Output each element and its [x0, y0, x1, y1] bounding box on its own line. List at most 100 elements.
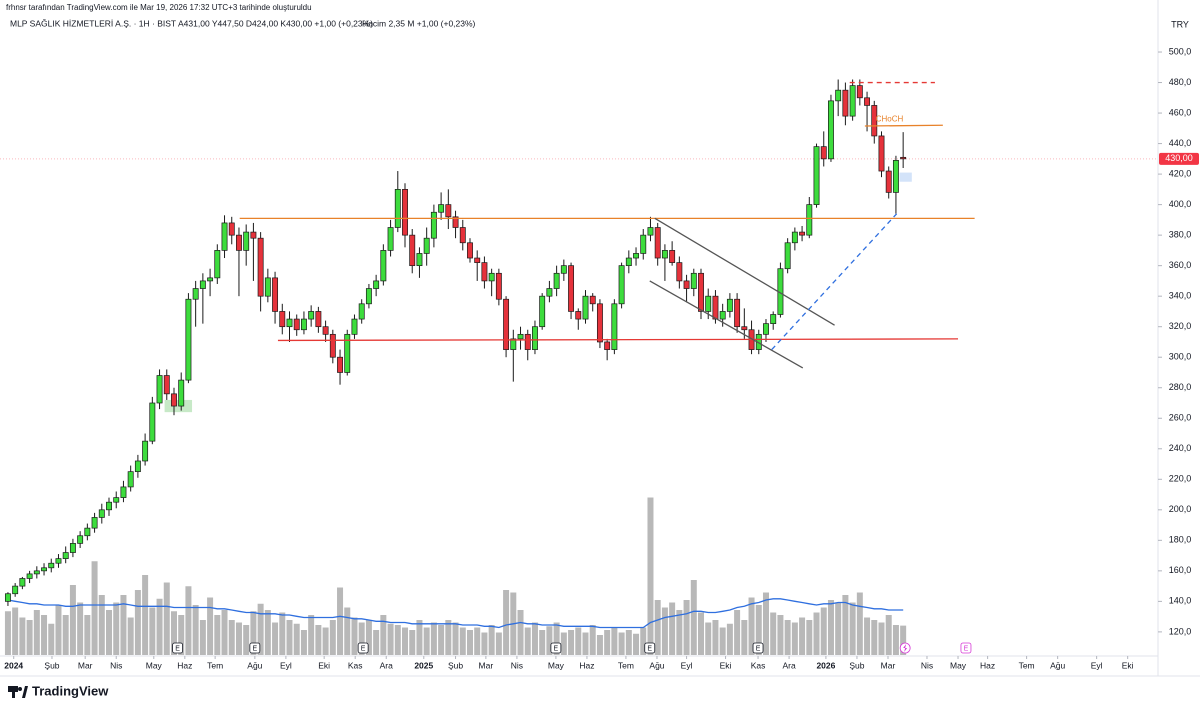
volume-bar	[12, 607, 19, 655]
volume-bar	[214, 615, 221, 655]
volume-bar	[394, 625, 401, 655]
volume-bar	[373, 630, 380, 655]
volume-bar	[351, 617, 358, 655]
candle-body	[467, 242, 473, 259]
x-tick-label: May	[548, 660, 565, 670]
volume-bar	[762, 592, 769, 655]
x-tick-label: 2026	[816, 660, 835, 670]
x-tick-label: Ağu	[1050, 660, 1065, 670]
volume-bar	[864, 617, 871, 655]
volume-bar	[387, 623, 394, 655]
volume-bar	[358, 622, 365, 655]
candle-body	[171, 393, 177, 407]
y-tick-label: 220,0	[1169, 474, 1192, 484]
volume-bar	[106, 610, 113, 655]
y-tick-label: 160,0	[1169, 565, 1192, 575]
candle-body	[791, 231, 798, 244]
volume-bar	[402, 627, 409, 655]
volume-bar	[589, 625, 596, 655]
candle-body	[445, 204, 452, 218]
candle-body	[763, 323, 769, 335]
candle-body	[351, 318, 358, 335]
volume-bar	[286, 620, 293, 655]
x-tick-label: Tem	[618, 660, 634, 670]
x-tick-label: Ağu	[649, 660, 664, 670]
event-label: E	[554, 645, 559, 652]
candle-body	[611, 303, 618, 350]
candle-body	[770, 314, 777, 324]
volume-bar	[495, 632, 502, 655]
candle-body	[416, 253, 423, 267]
candle-body	[524, 333, 531, 350]
candle-body	[394, 189, 401, 228]
x-tick-label: Nis	[110, 660, 122, 670]
candle-body	[12, 585, 19, 595]
volume-bar	[661, 607, 668, 655]
volume-bar	[62, 615, 69, 655]
candle-body	[589, 295, 596, 305]
volume-ma-line	[7, 598, 904, 629]
candle-body	[423, 237, 430, 254]
volume-bar	[596, 635, 603, 655]
y-tick-label: 200,0	[1169, 504, 1192, 514]
volume-bar	[835, 602, 842, 655]
candle-body	[532, 326, 538, 350]
x-tick-label: Tem	[1019, 660, 1035, 670]
volume-bar	[163, 582, 170, 655]
candle-body	[575, 311, 582, 320]
y-tick-label: 420,0	[1169, 168, 1192, 178]
candle-body	[41, 567, 47, 572]
candle-body	[33, 570, 40, 575]
candle-body	[48, 562, 55, 569]
event-label: E	[756, 645, 761, 652]
y-tick-label: 400,0	[1169, 199, 1192, 209]
volume-bar	[365, 620, 372, 655]
volume-bar	[892, 625, 899, 655]
volume-bar	[712, 620, 719, 655]
volume-bar	[726, 623, 733, 655]
candle-body	[322, 326, 329, 335]
volume-bar	[322, 627, 329, 655]
trend-line	[277, 338, 959, 342]
candle-body	[19, 578, 26, 587]
volume-bar	[272, 622, 279, 655]
x-tick-label: May	[950, 660, 967, 670]
volume-bar	[524, 627, 531, 655]
candle-body	[604, 341, 611, 350]
candle-body	[546, 288, 553, 297]
candle-body	[243, 231, 250, 251]
candle-body	[264, 277, 271, 297]
x-tick-label: Nis	[921, 660, 933, 670]
current-price-tag	[1159, 152, 1199, 165]
x-tick-label: Tem	[207, 660, 223, 670]
candle-body	[185, 298, 192, 381]
volume-bar	[618, 632, 625, 655]
y-tick-label: 260,0	[1169, 413, 1192, 423]
volume-bar	[250, 611, 257, 655]
volume-bar	[827, 600, 834, 655]
candle-body	[741, 326, 748, 331]
candle-body	[387, 227, 394, 251]
candle-body	[892, 160, 899, 193]
x-tick-label: Eyl	[280, 660, 292, 670]
x-tick-label: Şub	[448, 660, 463, 670]
volume-bar	[698, 612, 705, 655]
x-tick-label: Kas	[751, 660, 766, 670]
x-tick-label: Haz	[579, 660, 594, 670]
volume-bar	[228, 620, 235, 655]
candle-body	[488, 272, 495, 282]
candle-body	[272, 277, 279, 312]
volume-bar	[560, 632, 567, 655]
volume-bar	[69, 585, 76, 655]
event-label: E	[361, 645, 366, 652]
volume-bar	[553, 622, 560, 655]
candle-body	[192, 288, 199, 300]
volume-bar	[156, 598, 163, 655]
volume-bar	[98, 595, 105, 655]
x-tick-label: Eki	[1122, 660, 1134, 670]
candle-body	[690, 272, 697, 289]
candle-body	[784, 242, 791, 270]
candle-body	[293, 318, 300, 331]
candle-body	[661, 250, 668, 259]
